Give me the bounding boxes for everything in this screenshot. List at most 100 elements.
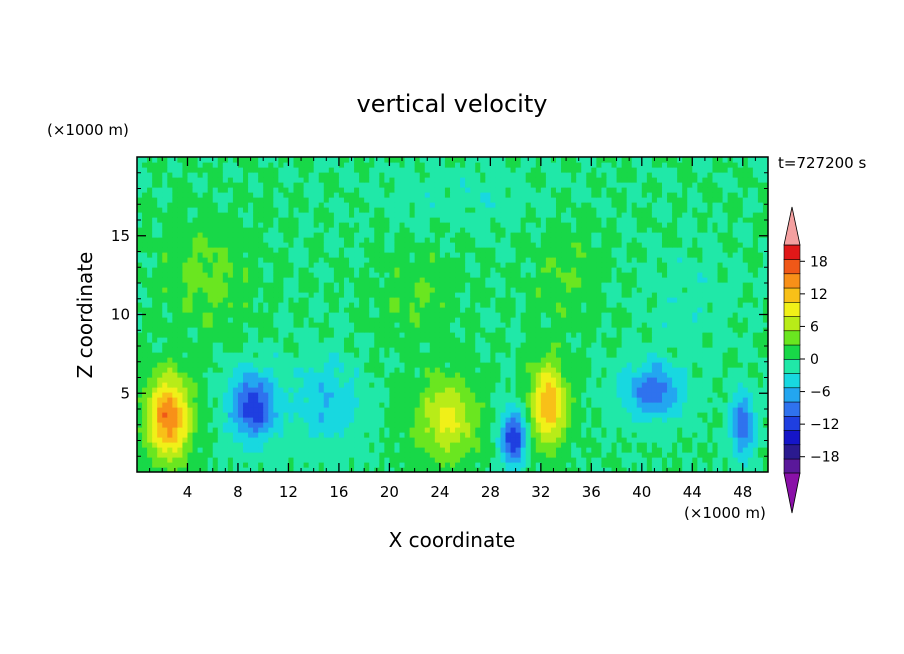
heatmap-cell <box>555 357 562 363</box>
heatmap-cell <box>192 457 199 463</box>
heatmap-cell <box>717 347 724 353</box>
heatmap-cell <box>545 392 552 398</box>
heatmap-cell <box>530 357 537 363</box>
heatmap-cell <box>192 397 199 403</box>
heatmap-cell <box>152 447 158 453</box>
heatmap-cell <box>308 437 315 443</box>
heatmap-cell <box>742 467 749 472</box>
heatmap-cell <box>268 377 274 383</box>
heatmap-cell <box>616 402 623 408</box>
heatmap-cell <box>379 312 385 318</box>
heatmap-cell <box>202 312 209 318</box>
heatmap-cell <box>152 432 158 438</box>
heatmap-cell <box>561 402 567 408</box>
heatmap-cell <box>561 272 567 278</box>
heatmap-cell <box>571 322 577 328</box>
heatmap-cell <box>702 407 709 413</box>
heatmap-cell <box>182 412 189 418</box>
heatmap-cell <box>732 317 739 323</box>
heatmap-cell <box>237 272 244 278</box>
heatmap-cell <box>424 407 431 413</box>
heatmap-cell <box>167 387 173 393</box>
heatmap-cell <box>444 272 451 278</box>
heatmap-cell <box>727 332 734 338</box>
heatmap-cell <box>550 312 557 318</box>
heatmap-cell <box>636 432 643 438</box>
heatmap-cell <box>273 417 279 423</box>
heatmap-cell <box>520 367 527 373</box>
heatmap-cell <box>576 402 582 408</box>
heatmap-cell <box>253 332 259 338</box>
heatmap-cell <box>460 327 466 333</box>
heatmap-cell <box>182 457 189 463</box>
heatmap-cell <box>626 387 633 393</box>
heatmap-cell <box>636 342 643 348</box>
heatmap-cell <box>369 422 375 428</box>
heatmap-cell <box>394 387 401 393</box>
heatmap-cell <box>384 397 390 403</box>
heatmap-cell <box>429 302 436 308</box>
heatmap-cell <box>596 322 603 328</box>
heatmap-cell <box>475 332 481 338</box>
heatmap-cell <box>490 372 497 378</box>
heatmap-cell <box>626 362 633 368</box>
heatmap-cell <box>561 362 567 368</box>
heatmap-cell <box>485 422 491 428</box>
heatmap-cell <box>379 387 385 393</box>
heatmap-cell <box>540 317 547 323</box>
heatmap-cell <box>424 397 431 403</box>
heatmap-cell <box>712 432 719 438</box>
heatmap-cell <box>571 352 577 358</box>
heatmap-cell <box>318 452 325 458</box>
heatmap-cell <box>626 347 633 353</box>
heatmap-cell <box>429 432 436 438</box>
heatmap-cell <box>444 297 451 303</box>
heatmap-cell <box>747 442 754 448</box>
heatmap-cell <box>394 452 401 458</box>
heatmap-cell <box>621 447 628 453</box>
heatmap-cell <box>601 282 608 288</box>
heatmap-cell <box>757 277 764 283</box>
heatmap-cell <box>576 282 582 288</box>
heatmap-cell <box>631 467 638 472</box>
heatmap-cell <box>424 272 431 278</box>
heatmap-cell <box>460 387 466 393</box>
heatmap-cell <box>227 282 234 288</box>
heatmap-cell <box>207 457 214 463</box>
heatmap-cell <box>439 432 446 438</box>
heatmap-cell <box>202 367 209 373</box>
heatmap-cell <box>555 272 562 278</box>
heatmap-cell <box>636 452 643 458</box>
heatmap-cell <box>722 362 729 368</box>
heatmap-cell <box>313 377 320 383</box>
heatmap-cell <box>142 327 148 333</box>
heatmap-cell <box>485 382 491 388</box>
heatmap-cell <box>641 307 648 313</box>
heatmap-cell <box>253 452 259 458</box>
heatmap-cell <box>480 367 486 373</box>
heatmap-cell <box>313 402 320 408</box>
heatmap-cell <box>747 462 754 468</box>
heatmap-cell <box>318 367 325 373</box>
heatmap-cell <box>248 447 254 453</box>
heatmap-cell <box>333 452 340 458</box>
heatmap-cell <box>162 407 168 413</box>
heatmap-cell <box>626 407 633 413</box>
heatmap-cell <box>591 312 597 318</box>
heatmap-cell <box>359 372 365 378</box>
heatmap-cell <box>687 352 693 358</box>
heatmap-cell <box>747 392 754 398</box>
heatmap-cell <box>697 442 703 448</box>
heatmap-cell <box>313 297 320 303</box>
heatmap-cell <box>288 292 295 298</box>
heatmap-cell <box>192 282 199 288</box>
heatmap-cell <box>142 402 148 408</box>
heatmap-cell <box>586 417 592 423</box>
heatmap-cell <box>167 372 173 378</box>
heatmap-cell <box>303 417 310 423</box>
heatmap-cell <box>192 292 199 298</box>
heatmap-cell <box>187 437 194 443</box>
heatmap-cell <box>611 277 618 283</box>
heatmap-cell <box>152 327 158 333</box>
heatmap-cell <box>631 312 638 318</box>
